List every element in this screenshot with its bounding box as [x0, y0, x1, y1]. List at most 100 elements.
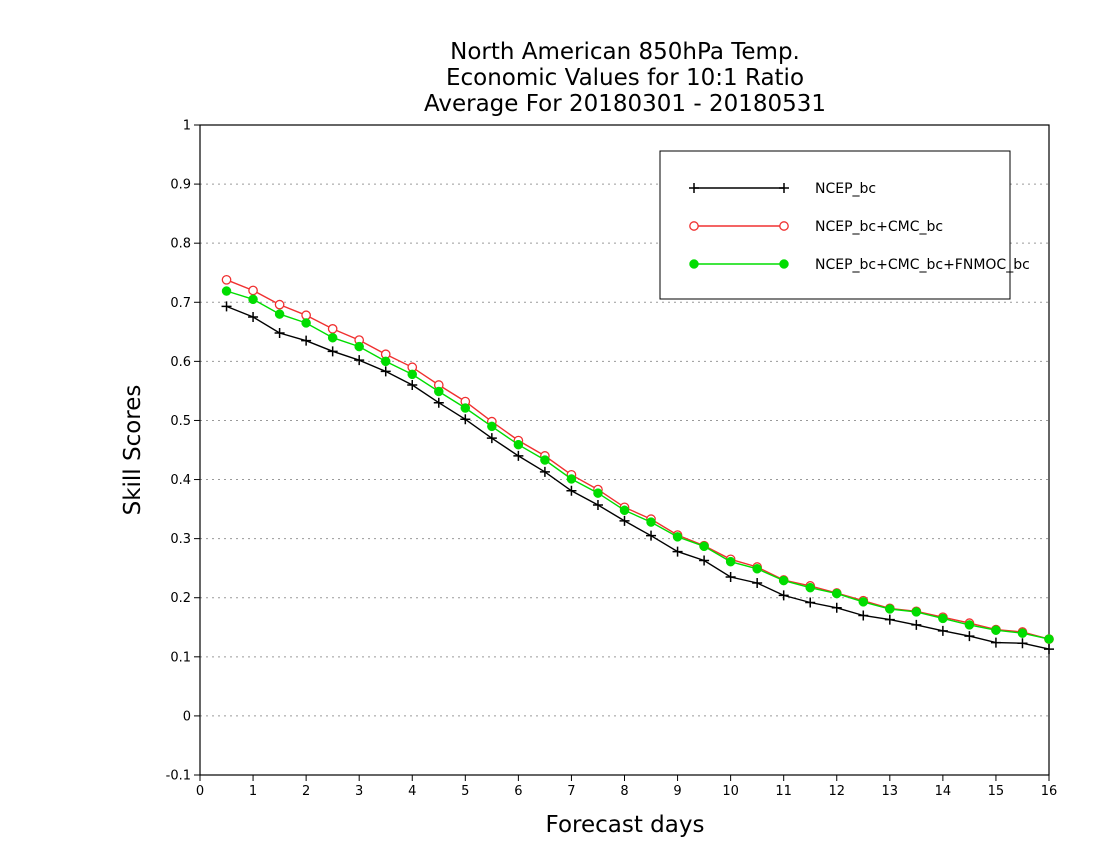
data-point [752, 564, 762, 574]
data-point [1017, 638, 1028, 649]
y-tick-label: 0.7 [170, 296, 191, 311]
data-point [938, 613, 948, 624]
data-point [725, 572, 736, 583]
data-point [964, 631, 975, 642]
x-axis-label: Forecast days [546, 812, 705, 838]
data-point [487, 421, 497, 432]
x-tick-label: 15 [988, 784, 1005, 799]
y-axis: -0.1 0 0.1 0.2 0.3 0.4 0.5 0.6 0.7 0.8 0.9 1 [166, 119, 200, 784]
data-point [540, 455, 550, 465]
legend: NCEP_bc NCEP_bc+CMC_bc NCEP_bc+CMC_bc+FNMO… [659, 150, 1030, 300]
y-tick-label: 0.4 [170, 473, 191, 488]
data-point [964, 620, 975, 630]
data-point [937, 625, 948, 636]
x-tick-label: 0 [196, 784, 204, 799]
legend-marker [779, 221, 789, 231]
data-point [885, 604, 895, 614]
data-point [884, 614, 895, 625]
legend-label: NCEP_bc+CMC_bc+FNMOC_bc [815, 257, 1030, 273]
data-point [672, 532, 683, 542]
y-tick-label: 0.8 [170, 237, 191, 252]
legend-marker [779, 259, 789, 269]
data-point [805, 597, 816, 608]
data-point [221, 301, 232, 312]
data-point [274, 299, 285, 310]
data-point [380, 366, 391, 377]
y-tick-label: 1 [183, 119, 191, 134]
x-tick-label: 1 [249, 784, 257, 799]
y-tick-label: 0 [183, 709, 191, 724]
data-point [752, 577, 763, 588]
data-point [274, 309, 285, 319]
x-axis: 0 1 2 3 4 5 6 7 8 9 10 11 12 13 14 15 16 [196, 775, 1057, 799]
x-tick-label: 10 [722, 784, 739, 799]
data-point [513, 450, 524, 461]
chart-title: North American 850hPa Temp.Economic Valu… [424, 39, 826, 117]
data-point [407, 380, 418, 390]
y-tick-label: 0.5 [170, 414, 191, 429]
legend-item-1: NCEP_bc [689, 181, 876, 197]
x-tick-label: 13 [882, 784, 899, 799]
data-point [301, 318, 311, 328]
legend-label: NCEP_bc+CMC_bc [815, 219, 943, 235]
series-line [226, 305, 1050, 650]
data-point [539, 466, 550, 477]
data-point [699, 541, 709, 552]
series-container [221, 274, 1054, 655]
data-point [619, 515, 630, 526]
title-line-2: Economic Values for 10:1 Ratio [446, 65, 804, 91]
legend-marker [689, 259, 699, 269]
title-line-3: Average For 20180301 - 20180531 [424, 91, 826, 117]
data-point [725, 556, 736, 567]
data-point [831, 602, 842, 613]
data-point [513, 439, 524, 450]
data-point [248, 294, 258, 305]
data-point [778, 575, 789, 586]
data-point [990, 637, 1001, 648]
data-point [858, 597, 869, 607]
series-line [226, 279, 1050, 640]
series-2 [221, 274, 1054, 644]
data-point [566, 485, 577, 496]
x-tick-label: 14 [935, 784, 952, 799]
x-tick-label: 12 [828, 784, 845, 799]
data-point [327, 346, 338, 357]
data-point [248, 285, 258, 296]
series-line [226, 290, 1050, 640]
x-tick-label: 4 [408, 784, 416, 799]
data-point [248, 312, 259, 323]
y-axis-label: Skill Scores [120, 385, 146, 516]
data-point [858, 610, 869, 621]
y-tick-label: 0.3 [170, 532, 191, 547]
x-tick-label: 9 [673, 784, 681, 799]
x-tick-label: 6 [514, 784, 522, 799]
data-point [778, 590, 789, 601]
data-point [221, 286, 232, 296]
data-point [274, 328, 285, 338]
data-point [327, 324, 338, 334]
legend-item-3: NCEP_bc+CMC_bc+FNMOC_bc [689, 257, 1030, 273]
data-point [221, 274, 232, 285]
y-tick-label: 0.2 [170, 591, 191, 606]
x-tick-label: 16 [1041, 784, 1058, 799]
data-point [991, 625, 1001, 635]
data-point [911, 619, 922, 630]
data-point [407, 369, 417, 380]
x-tick-label: 8 [620, 784, 628, 799]
y-tick-label: -0.1 [166, 769, 191, 784]
data-point [805, 582, 815, 593]
y-tick-label: 0.6 [170, 355, 191, 370]
data-point [354, 341, 364, 352]
data-point [911, 607, 922, 617]
data-point [672, 546, 683, 557]
data-point [619, 505, 630, 516]
data-point [593, 488, 603, 498]
data-point [1017, 628, 1028, 638]
legend-marker [779, 183, 789, 193]
x-tick-label: 11 [775, 784, 792, 799]
x-tick-label: 3 [355, 784, 363, 799]
x-tick-label: 7 [567, 784, 575, 799]
data-point [434, 386, 444, 397]
legend-label: NCEP_bc [815, 181, 876, 197]
